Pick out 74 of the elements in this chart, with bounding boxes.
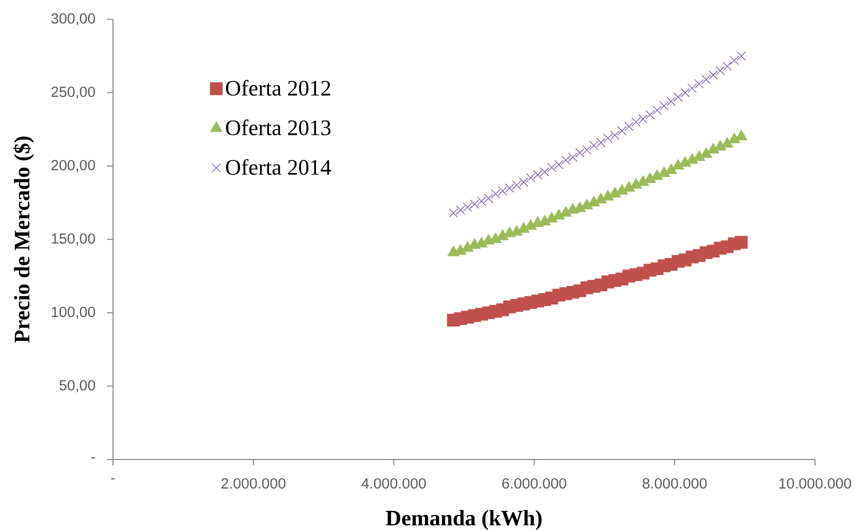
point (665, 163, 678, 174)
y-tick-label: 150,00 (52, 233, 96, 246)
point (476, 196, 486, 206)
y-tick-label: 100,00 (52, 306, 96, 319)
point (688, 84, 697, 93)
y-tick-label: - (91, 457, 95, 458)
point (700, 147, 712, 158)
point (693, 150, 706, 161)
point (624, 122, 634, 132)
x-tick-label: 10.000.000 (779, 478, 852, 489)
point (708, 70, 718, 80)
point (582, 145, 592, 155)
point (589, 140, 599, 150)
point (722, 62, 732, 71)
point (484, 194, 494, 203)
point (702, 74, 711, 84)
x-tick-label: - (111, 478, 115, 480)
point (638, 114, 648, 124)
point (658, 166, 670, 177)
point (496, 230, 509, 240)
point (561, 156, 570, 165)
y-tick-label: 300,00 (51, 13, 96, 26)
point (526, 173, 536, 182)
point (645, 110, 655, 120)
point (666, 96, 676, 106)
point (673, 92, 683, 102)
point (714, 140, 726, 151)
point (462, 202, 472, 212)
point (610, 130, 620, 140)
x-tick-label: 2.000.000 (222, 478, 286, 489)
x-tick-label: 8.000.000 (642, 478, 707, 489)
point (651, 169, 664, 180)
y-tick-label: 250,00 (52, 86, 96, 99)
point (603, 134, 613, 143)
point (540, 167, 550, 177)
point (730, 56, 739, 66)
y-tick-label: 200,00 (52, 160, 96, 172)
point (470, 200, 480, 209)
point (504, 183, 514, 193)
point (617, 126, 627, 136)
point (716, 66, 725, 76)
x-tick-label: 6.000.000 (502, 478, 566, 489)
y-tick-label: 50,00 (60, 380, 96, 392)
point (554, 160, 564, 170)
legend-label: Oferta 2012 (226, 80, 330, 96)
point (568, 152, 578, 162)
point (533, 170, 542, 180)
point (546, 212, 558, 222)
point (547, 162, 556, 172)
legend-label: Oferta 2014 (226, 159, 332, 175)
point (524, 219, 537, 230)
point (707, 142, 720, 154)
point (490, 189, 500, 199)
point (631, 117, 641, 127)
point (736, 51, 746, 61)
point (512, 180, 522, 190)
point (734, 236, 748, 249)
point (456, 205, 466, 215)
point (686, 153, 698, 164)
point (694, 79, 704, 89)
x-axis-title: Demanda (kWh) (386, 510, 542, 530)
point (659, 101, 669, 111)
point (728, 132, 740, 144)
point (680, 88, 690, 98)
point (596, 138, 606, 148)
point (575, 148, 584, 158)
point (518, 222, 530, 233)
legend-label: Oferta 2013 (226, 119, 331, 136)
x-tick-label: 4.000.000 (362, 478, 426, 489)
point (519, 178, 528, 187)
point (448, 208, 458, 218)
point (652, 106, 662, 115)
point (498, 186, 508, 196)
y-axis-title: Precio de Mercado ($) (13, 136, 34, 343)
